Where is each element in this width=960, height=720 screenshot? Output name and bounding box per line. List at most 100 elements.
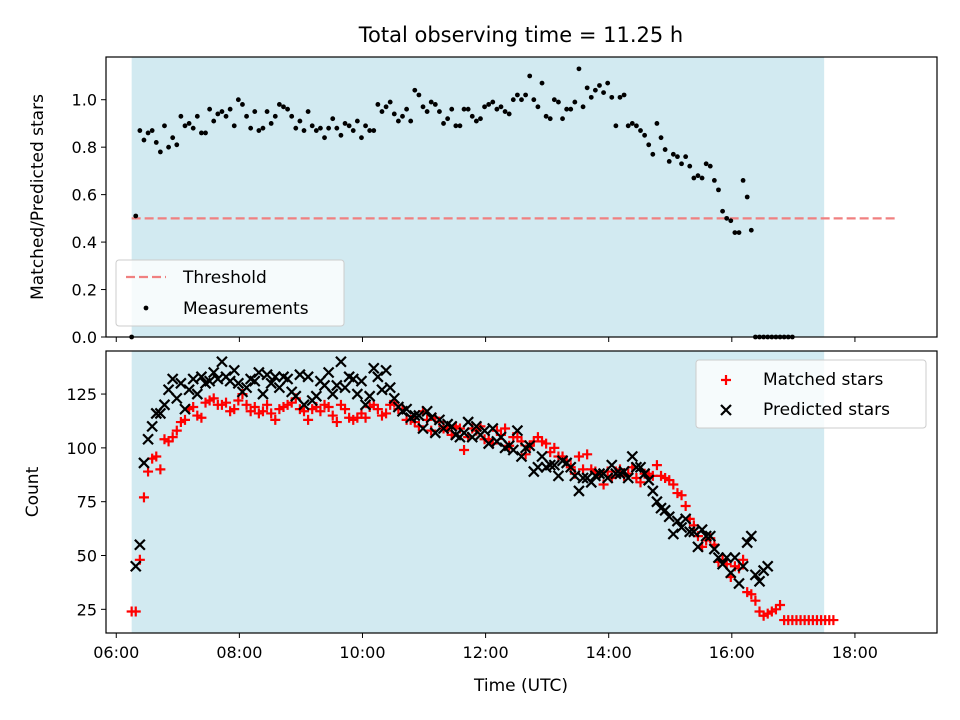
matched-star-point xyxy=(668,479,679,490)
measurement-point xyxy=(203,130,208,136)
measurement-point xyxy=(297,118,303,124)
measurements-legend-handle xyxy=(143,305,149,311)
measurement-point xyxy=(724,215,730,221)
measurement-point xyxy=(223,113,229,119)
measurement-point xyxy=(531,97,537,103)
measurement-point xyxy=(457,123,463,129)
predicted-star-point xyxy=(470,420,483,433)
matched-star-point xyxy=(340,404,351,415)
matched-star-point xyxy=(221,397,232,408)
matched-star-point xyxy=(299,406,310,417)
measurement-point xyxy=(654,121,660,126)
measurement-point xyxy=(211,118,217,124)
measurement-point xyxy=(334,125,340,131)
ratio-legend-box xyxy=(115,259,345,327)
predicted-star-point xyxy=(339,381,351,394)
measurement-point xyxy=(494,106,500,112)
ratio-y-tick-label: 0.0 xyxy=(72,328,97,347)
count-y-tick-label: 25 xyxy=(77,600,97,619)
measurement-point xyxy=(572,99,578,105)
predicted-star-point xyxy=(708,543,721,555)
predicted-star-point xyxy=(409,409,421,422)
predicted-star-point xyxy=(376,383,388,396)
measurement-point xyxy=(543,113,549,119)
measurement-point xyxy=(346,123,352,129)
measurement-point xyxy=(276,102,282,107)
predicted-star-point xyxy=(363,390,376,402)
matched-star-point xyxy=(171,425,182,436)
measurement-point xyxy=(379,109,385,114)
count-y-tick-label: 75 xyxy=(77,493,97,512)
matched-star-point xyxy=(266,408,277,419)
measurement-point xyxy=(289,113,295,119)
predicted-star-point xyxy=(146,420,158,433)
matched-star-point xyxy=(750,595,761,606)
predicted-star-point xyxy=(593,467,606,480)
predicted-star-point xyxy=(203,375,216,387)
measurement-point xyxy=(613,123,619,129)
matched-star-point xyxy=(573,451,584,462)
measurement-point xyxy=(461,106,467,112)
measurement-point xyxy=(638,128,643,133)
predicted-star-point xyxy=(294,368,306,381)
matched-star-point xyxy=(138,492,149,503)
predicted-star-point xyxy=(585,476,598,489)
measurement-point xyxy=(732,230,738,235)
matched-star-point xyxy=(188,401,199,412)
measurement-point xyxy=(728,218,734,224)
measurement-point xyxy=(441,121,446,126)
predicted-star-point xyxy=(372,371,384,383)
matched-star-point xyxy=(151,451,162,462)
measurement-point xyxy=(576,66,582,72)
measurement-point xyxy=(498,104,504,110)
predicted-star-point xyxy=(388,392,401,405)
measurement-point xyxy=(391,111,397,117)
measurement-point xyxy=(149,128,155,133)
matched-star-point xyxy=(155,464,166,475)
measurement-point xyxy=(301,128,307,133)
predicted-star-point xyxy=(318,379,331,392)
count-panel: 25 50 75 100 125 06:00 08:00 10:00 12:00 14:00 16… xyxy=(23,350,938,696)
predicted-star-point xyxy=(281,373,294,385)
measurement-point xyxy=(564,106,570,112)
measurement-point xyxy=(305,109,311,114)
matched-star-point xyxy=(746,589,757,600)
measurement-point xyxy=(244,113,249,119)
measurement-point xyxy=(371,128,377,133)
measurement-point xyxy=(658,135,664,141)
measurement-point xyxy=(256,128,262,133)
predicted-star-point xyxy=(224,375,236,387)
predicted-star-point xyxy=(659,504,671,517)
measurement-point xyxy=(539,80,545,86)
measurement-point xyxy=(675,154,680,160)
measurement-point xyxy=(502,109,508,114)
measurement-point xyxy=(194,113,200,119)
measurement-point xyxy=(268,121,274,126)
ratio-y-tick-label: 0.6 xyxy=(72,186,97,205)
measurement-point xyxy=(453,123,459,129)
measurement-point xyxy=(363,123,368,129)
measurement-point xyxy=(707,163,713,169)
measurement-point xyxy=(157,149,163,155)
ratio-panel: 0.0 0.2 0.4 0.6 0.8 1.0 Matched/Predicted sta… xyxy=(28,56,938,347)
measurement-point xyxy=(535,104,541,110)
predicted-star-point xyxy=(675,521,688,534)
measurement-point xyxy=(568,106,574,112)
matched-star-point xyxy=(582,449,593,460)
predicted-star-point xyxy=(129,560,142,573)
predicted-star-point xyxy=(158,399,171,411)
predicted-star-point xyxy=(310,390,323,402)
threshold-legend-label: Threshold xyxy=(182,268,267,288)
measurement-point xyxy=(514,92,520,98)
matched-star-point xyxy=(775,600,786,611)
measurement-point xyxy=(547,116,553,122)
measurement-point xyxy=(473,118,479,124)
measurement-point xyxy=(260,125,266,131)
predicted-star-point xyxy=(400,403,413,415)
matched-legend-label: Matched stars xyxy=(763,370,883,390)
measurement-point xyxy=(445,116,451,122)
predicted-star-point xyxy=(162,383,175,396)
measurement-point xyxy=(523,92,529,98)
measurement-point xyxy=(162,123,167,129)
matched-star-point xyxy=(179,414,190,425)
